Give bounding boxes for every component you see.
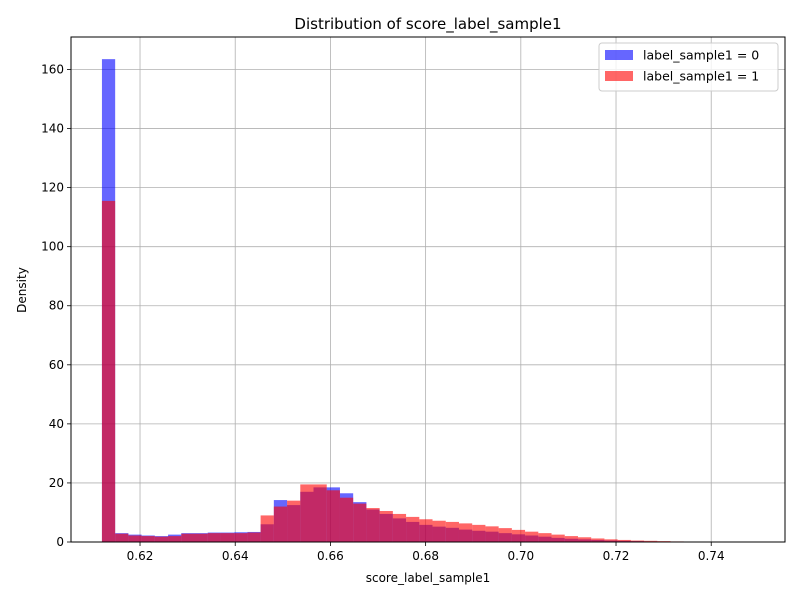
histogram-bar-series-1 [630, 540, 645, 542]
histogram-bar-series-1 [353, 503, 367, 542]
histogram-bar-series-1 [220, 533, 235, 542]
histogram-bar-series-1 [313, 484, 327, 542]
histogram-bar-series-1 [577, 537, 592, 542]
histogram-bar-series-1 [525, 531, 539, 542]
histogram-bar-series-1 [326, 490, 340, 542]
histogram-bar-series-1 [234, 533, 248, 542]
y-tick-label: 140 [41, 122, 64, 136]
histogram-bar-series-1 [472, 524, 486, 542]
histogram-bars [101, 59, 711, 543]
histogram-bar-series-1 [115, 533, 129, 542]
x-tick-label: 0.66 [317, 549, 344, 563]
legend-swatch-series-1 [605, 71, 633, 81]
legend-label-series-0: label_sample1 = 0 [643, 48, 759, 63]
histogram-bar-series-1 [366, 508, 380, 542]
histogram-bar-series-1 [591, 538, 605, 542]
histogram-bar-series-1 [604, 539, 618, 542]
histogram-bar-series-1 [181, 533, 195, 542]
x-axis-label: score_label_sample1 [366, 571, 491, 585]
histogram-bar-series-1 [273, 506, 288, 542]
x-tick-label: 0.68 [412, 549, 439, 563]
y-axis-ticks: 0 20 40 60 80 100 120 140 160 [41, 62, 71, 549]
y-tick-label: 120 [41, 181, 64, 195]
y-tick-label: 60 [49, 358, 64, 372]
x-tick-label: 0.72 [603, 549, 630, 563]
histogram-bar-series-1 [141, 536, 155, 542]
histogram-bar-series-1 [419, 519, 433, 542]
x-axis-ticks: 0.62 0.64 0.66 0.68 0.70 0.72 0.74 [127, 542, 725, 563]
legend: label_sample1 = 0 label_sample1 = 1 [598, 42, 779, 92]
y-tick-label: 100 [41, 240, 64, 254]
histogram-bar-series-1 [564, 536, 578, 542]
histogram-bar-series-1 [247, 532, 261, 542]
histogram-bar-series-1 [432, 520, 446, 542]
histogram-bar-series-1 [339, 497, 354, 542]
legend-label-series-1: label_sample1 = 1 [643, 69, 759, 84]
x-tick-label: 0.62 [127, 549, 154, 563]
y-tick-label: 0 [56, 535, 64, 549]
histogram-bar-series-1 [644, 540, 658, 542]
x-tick-label: 0.64 [222, 549, 249, 563]
y-tick-label: 20 [49, 476, 64, 490]
histogram-bar-series-1 [551, 534, 565, 542]
histogram-bar-series-1 [207, 533, 221, 542]
histogram-bar-series-1 [392, 513, 407, 542]
histogram-bar-series-1 [617, 539, 631, 542]
chart-title: Distribution of score_label_sample1 [294, 15, 561, 34]
histogram-bar-series-1 [511, 529, 526, 542]
histogram-bar-series-1 [128, 535, 142, 542]
histogram-bar-series-1 [194, 533, 208, 542]
legend-swatch-series-0 [605, 50, 633, 60]
legend-box [598, 42, 779, 92]
y-tick-label: 40 [49, 417, 64, 431]
histogram-bar-series-1 [406, 516, 420, 542]
histogram-bar-series-1 [485, 526, 499, 542]
plot-frame [70, 36, 786, 543]
x-tick-label: 0.70 [507, 549, 534, 563]
x-tick-label: 0.74 [698, 549, 725, 563]
histogram-bar-series-1 [154, 536, 169, 542]
histogram-bar-series-1 [287, 500, 301, 542]
y-tick-label: 80 [49, 299, 64, 313]
histogram-bar-series-1 [260, 515, 274, 542]
y-axis-label: Density [15, 267, 29, 313]
histogram-bar-series-1 [379, 510, 393, 542]
histogram-bar-series-1 [300, 484, 314, 542]
histogram-bar-series-1 [168, 536, 182, 542]
histogram-bar-series-1 [538, 533, 552, 542]
histogram-bar-series-1 [101, 200, 116, 542]
y-tick-label: 160 [41, 62, 64, 76]
histogram-bar-series-1 [458, 523, 473, 542]
histogram-bar-series-1 [498, 528, 512, 542]
histogram-bar-series-1 [445, 521, 459, 542]
